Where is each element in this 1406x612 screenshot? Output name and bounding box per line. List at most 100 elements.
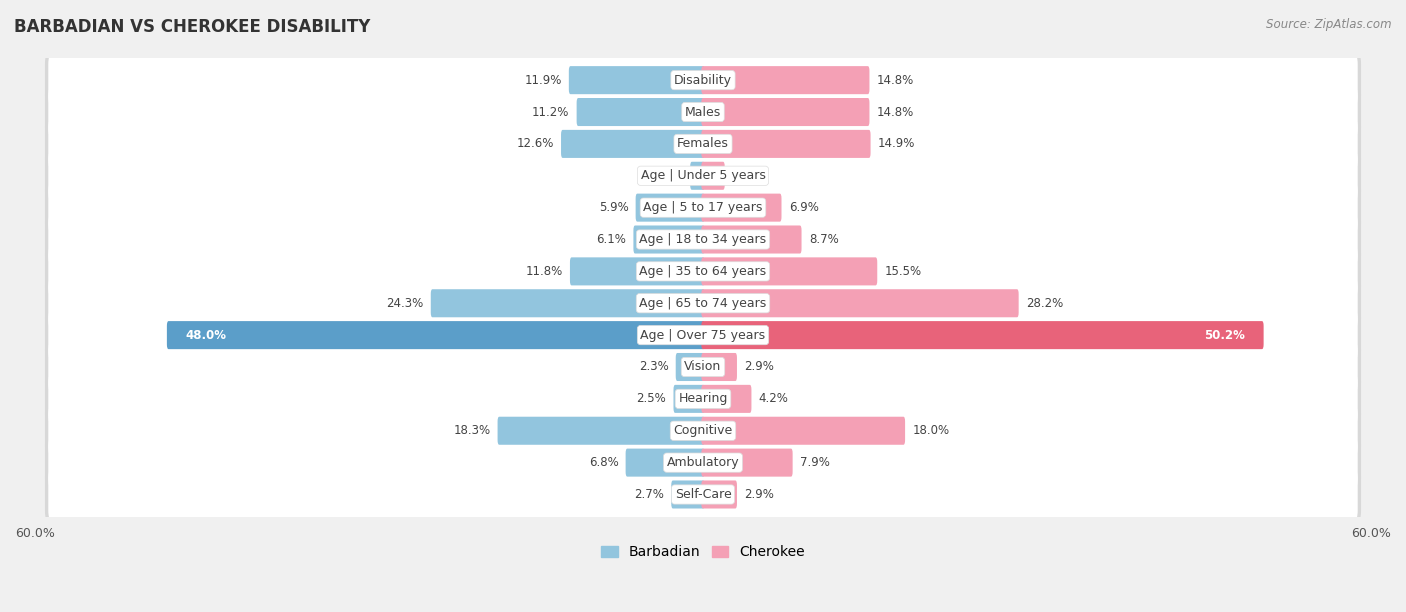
Text: 6.1%: 6.1%	[596, 233, 626, 246]
FancyBboxPatch shape	[498, 417, 704, 445]
Text: 18.3%: 18.3%	[453, 424, 491, 437]
FancyBboxPatch shape	[48, 310, 1358, 360]
FancyBboxPatch shape	[45, 405, 1361, 457]
Text: Age | 65 to 74 years: Age | 65 to 74 years	[640, 297, 766, 310]
FancyBboxPatch shape	[702, 193, 782, 222]
Text: 11.9%: 11.9%	[524, 73, 561, 87]
FancyBboxPatch shape	[634, 225, 704, 253]
FancyBboxPatch shape	[561, 130, 704, 158]
FancyBboxPatch shape	[676, 353, 704, 381]
Text: 2.9%: 2.9%	[744, 488, 775, 501]
FancyBboxPatch shape	[48, 373, 1358, 424]
Text: Males: Males	[685, 105, 721, 119]
FancyBboxPatch shape	[45, 182, 1361, 234]
FancyBboxPatch shape	[48, 437, 1358, 488]
FancyBboxPatch shape	[48, 405, 1358, 456]
FancyBboxPatch shape	[45, 373, 1361, 425]
Text: 1.8%: 1.8%	[733, 170, 762, 182]
Text: Age | 5 to 17 years: Age | 5 to 17 years	[644, 201, 762, 214]
FancyBboxPatch shape	[702, 385, 751, 413]
FancyBboxPatch shape	[702, 417, 905, 445]
Text: 12.6%: 12.6%	[516, 138, 554, 151]
Text: Ambulatory: Ambulatory	[666, 456, 740, 469]
FancyBboxPatch shape	[702, 162, 724, 190]
Text: BARBADIAN VS CHEROKEE DISABILITY: BARBADIAN VS CHEROKEE DISABILITY	[14, 18, 370, 36]
Text: 6.9%: 6.9%	[789, 201, 818, 214]
Text: 7.9%: 7.9%	[800, 456, 830, 469]
Text: 15.5%: 15.5%	[884, 265, 921, 278]
Text: 24.3%: 24.3%	[387, 297, 423, 310]
Text: 2.7%: 2.7%	[634, 488, 664, 501]
FancyBboxPatch shape	[48, 86, 1358, 138]
Text: 18.0%: 18.0%	[912, 424, 949, 437]
Text: 14.8%: 14.8%	[877, 105, 914, 119]
FancyBboxPatch shape	[702, 130, 870, 158]
FancyBboxPatch shape	[626, 449, 704, 477]
Text: 5.9%: 5.9%	[599, 201, 628, 214]
FancyBboxPatch shape	[48, 182, 1358, 233]
FancyBboxPatch shape	[48, 469, 1358, 520]
FancyBboxPatch shape	[45, 149, 1361, 202]
FancyBboxPatch shape	[45, 118, 1361, 170]
FancyBboxPatch shape	[45, 214, 1361, 266]
FancyBboxPatch shape	[702, 321, 1264, 349]
Text: Cognitive: Cognitive	[673, 424, 733, 437]
Text: Age | Under 5 years: Age | Under 5 years	[641, 170, 765, 182]
Text: 14.8%: 14.8%	[877, 73, 914, 87]
Text: Vision: Vision	[685, 360, 721, 373]
Text: 6.8%: 6.8%	[589, 456, 619, 469]
Text: 8.7%: 8.7%	[808, 233, 838, 246]
FancyBboxPatch shape	[48, 278, 1358, 329]
Text: Age | Over 75 years: Age | Over 75 years	[641, 329, 765, 341]
FancyBboxPatch shape	[569, 66, 704, 94]
Text: 28.2%: 28.2%	[1026, 297, 1063, 310]
Text: Age | 18 to 34 years: Age | 18 to 34 years	[640, 233, 766, 246]
FancyBboxPatch shape	[702, 66, 869, 94]
Text: Source: ZipAtlas.com: Source: ZipAtlas.com	[1267, 18, 1392, 31]
Text: 4.2%: 4.2%	[759, 392, 789, 405]
Text: Self-Care: Self-Care	[675, 488, 731, 501]
Legend: Barbadian, Cherokee: Barbadian, Cherokee	[596, 540, 810, 565]
FancyBboxPatch shape	[45, 277, 1361, 329]
FancyBboxPatch shape	[45, 245, 1361, 297]
Text: 14.9%: 14.9%	[877, 138, 915, 151]
Text: Hearing: Hearing	[678, 392, 728, 405]
FancyBboxPatch shape	[45, 54, 1361, 106]
FancyBboxPatch shape	[48, 214, 1358, 265]
Text: 2.3%: 2.3%	[638, 360, 668, 373]
Text: 11.2%: 11.2%	[531, 105, 569, 119]
FancyBboxPatch shape	[48, 341, 1358, 392]
FancyBboxPatch shape	[671, 480, 704, 509]
Text: 2.9%: 2.9%	[744, 360, 775, 373]
Text: Age | 35 to 64 years: Age | 35 to 64 years	[640, 265, 766, 278]
Text: 1.0%: 1.0%	[654, 170, 683, 182]
FancyBboxPatch shape	[702, 98, 869, 126]
FancyBboxPatch shape	[45, 86, 1361, 138]
FancyBboxPatch shape	[702, 353, 737, 381]
FancyBboxPatch shape	[702, 258, 877, 285]
FancyBboxPatch shape	[48, 118, 1358, 170]
FancyBboxPatch shape	[45, 309, 1361, 361]
FancyBboxPatch shape	[702, 225, 801, 253]
FancyBboxPatch shape	[48, 246, 1358, 297]
FancyBboxPatch shape	[430, 289, 704, 317]
FancyBboxPatch shape	[167, 321, 704, 349]
Text: Disability: Disability	[673, 73, 733, 87]
FancyBboxPatch shape	[673, 385, 704, 413]
FancyBboxPatch shape	[45, 341, 1361, 393]
FancyBboxPatch shape	[576, 98, 704, 126]
FancyBboxPatch shape	[702, 289, 1019, 317]
Text: 48.0%: 48.0%	[186, 329, 226, 341]
FancyBboxPatch shape	[45, 468, 1361, 521]
FancyBboxPatch shape	[702, 480, 737, 509]
Text: 11.8%: 11.8%	[526, 265, 562, 278]
Text: 2.5%: 2.5%	[637, 392, 666, 405]
FancyBboxPatch shape	[48, 151, 1358, 201]
FancyBboxPatch shape	[690, 162, 704, 190]
Text: Females: Females	[678, 138, 728, 151]
FancyBboxPatch shape	[48, 54, 1358, 106]
FancyBboxPatch shape	[702, 449, 793, 477]
FancyBboxPatch shape	[636, 193, 704, 222]
Text: 50.2%: 50.2%	[1205, 329, 1246, 341]
FancyBboxPatch shape	[45, 436, 1361, 489]
